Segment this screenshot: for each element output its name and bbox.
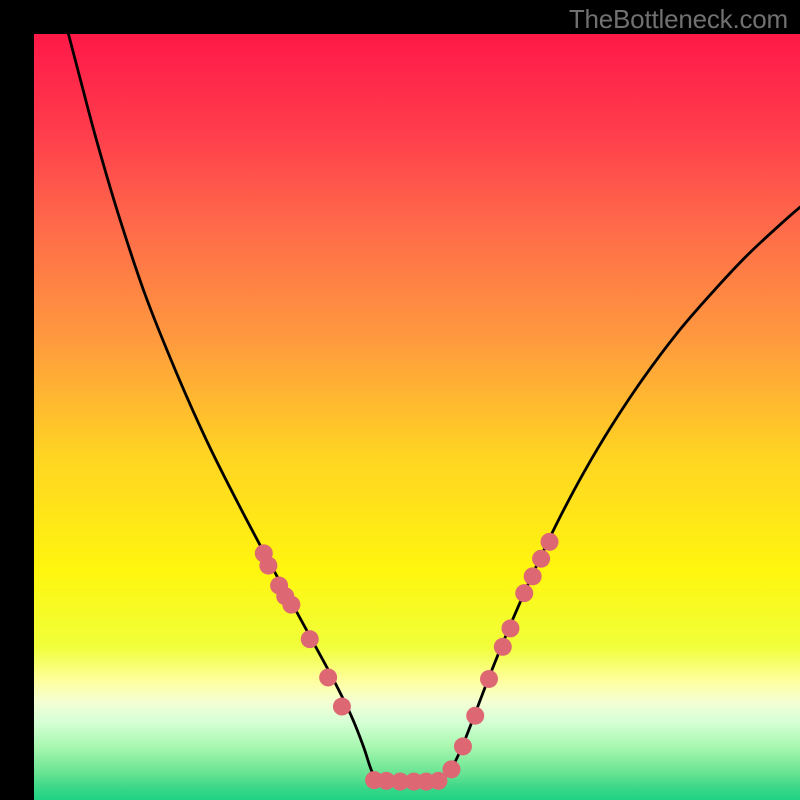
watermark-text: TheBottleneck.com <box>569 4 788 35</box>
data-point <box>515 584 533 602</box>
outer-frame: TheBottleneck.com <box>0 0 800 800</box>
data-point <box>333 698 351 716</box>
data-point <box>494 638 512 656</box>
data-point <box>282 596 300 614</box>
data-point <box>480 670 498 688</box>
data-point <box>524 567 542 585</box>
data-point <box>442 760 460 778</box>
data-point <box>466 707 484 725</box>
data-point <box>501 619 519 637</box>
chart-svg <box>34 34 800 800</box>
data-point <box>319 668 337 686</box>
data-point <box>301 630 319 648</box>
gradient-background <box>34 34 800 800</box>
data-point <box>532 550 550 568</box>
data-point <box>259 557 277 575</box>
plot-area <box>34 34 800 800</box>
data-point <box>541 533 559 551</box>
data-point <box>454 737 472 755</box>
